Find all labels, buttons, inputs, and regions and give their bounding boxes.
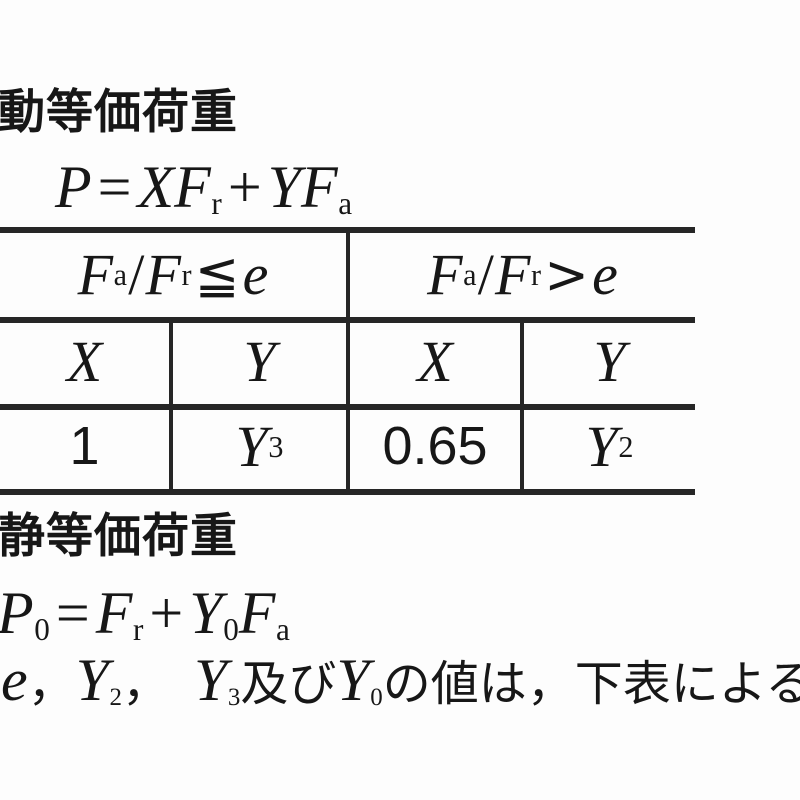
table-value-065: 0.65 [382, 416, 488, 477]
table-divider-right [520, 317, 524, 495]
table-value-x-left: 1 [69, 416, 100, 477]
section-title-static-equivalent-load: 静等価荷重 [0, 509, 238, 562]
table-subheader-y-left: Y [243, 329, 276, 394]
formula-static-load: P0 = Fr + Y0Fa [0, 580, 290, 647]
note-values-per-table-below: e，Y2，Y3及びY0の値は，下表による。 [1, 647, 800, 713]
table-subheader-y-right: Y [593, 329, 626, 394]
formula-dynamic-load: P = XFr + YFa [55, 154, 353, 221]
table-divider-center [346, 227, 350, 495]
table-divider-left [169, 317, 173, 495]
section-title-dynamic-equivalent-load: 動等価荷重 [0, 85, 238, 138]
table-subheader-x-right: X [417, 329, 453, 394]
table-subheader-x-left: X [66, 329, 103, 394]
